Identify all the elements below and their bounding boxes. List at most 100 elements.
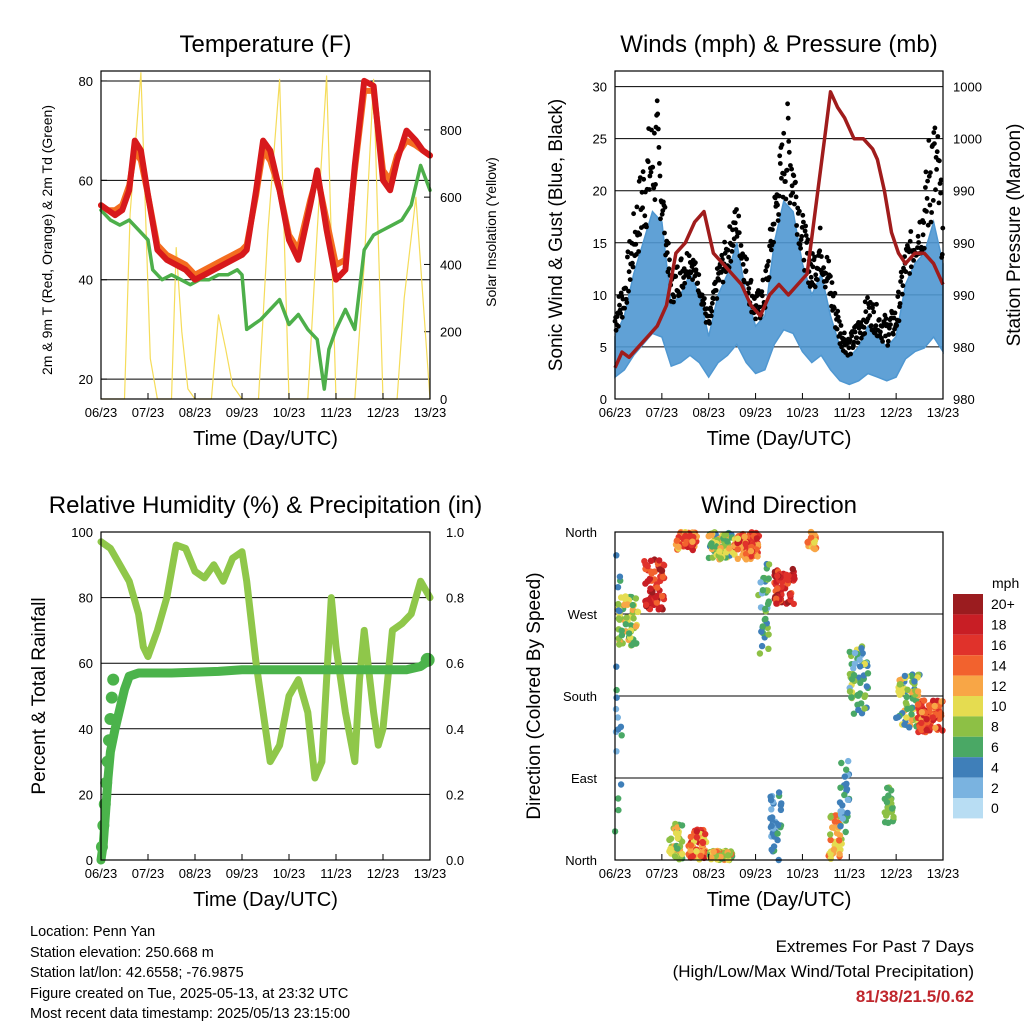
direction-point <box>708 540 715 547</box>
direction-legend-swatch <box>953 696 983 717</box>
winds-gust-point <box>748 277 754 283</box>
direction-xtick-label: 11/23 <box>833 866 865 881</box>
humidity-rain-point <box>420 652 435 667</box>
winds-gust-point <box>784 167 790 173</box>
winds-gust-point <box>931 130 937 135</box>
winds-gust-point <box>645 159 651 165</box>
winds-gust-point <box>701 301 707 306</box>
winds-gust-point <box>759 289 765 294</box>
direction-point <box>742 540 749 547</box>
direction-point <box>632 595 640 602</box>
direction-points <box>611 528 946 864</box>
winds-gust-point <box>930 198 936 203</box>
winds-gust-point <box>657 161 662 166</box>
winds-panel: 0 980 5 980 10 990 15 990 20 990 25 1000 30 1000 06/23… <box>546 31 1024 450</box>
direction-point <box>930 697 937 704</box>
winds-gust-point <box>743 268 749 274</box>
direction-point <box>630 615 637 622</box>
direction-point <box>915 701 922 708</box>
direction-point <box>832 812 839 819</box>
direction-point <box>837 784 844 791</box>
direction-point <box>634 608 642 616</box>
temperature-y2tick-label: 400 <box>440 257 462 272</box>
temperature-title: Temperature (F) <box>179 31 351 58</box>
direction-point <box>773 600 780 607</box>
winds-gust-point <box>783 179 788 184</box>
direction-point <box>652 593 659 601</box>
direction-point <box>624 601 631 608</box>
direction-point <box>846 688 854 695</box>
winds-gust-point <box>839 344 844 350</box>
winds-gust-point <box>819 254 824 259</box>
winds-gust-point <box>708 313 714 319</box>
winds-gust-point <box>802 228 808 234</box>
winds-gust-point <box>897 301 903 306</box>
winds-gust-point <box>862 299 868 305</box>
direction-xtick-label: 13/23 <box>927 866 960 881</box>
direction-point <box>647 557 655 564</box>
direction-xtick-label: 09/23 <box>739 866 772 881</box>
direction-point <box>836 850 843 858</box>
direction-point <box>625 630 633 637</box>
winds-gust-point <box>671 299 676 305</box>
humidity-xtick-label: 09/23 <box>226 866 259 881</box>
winds-gust-point <box>765 263 770 268</box>
direction-point <box>929 714 936 721</box>
direction-point <box>859 650 866 657</box>
winds-gust-point <box>729 249 735 254</box>
winds-gust-point <box>667 257 672 263</box>
direction-point <box>890 813 897 821</box>
winds-y2tick-label: 980 <box>953 340 975 355</box>
direction-legend-swatch <box>953 736 983 758</box>
winds-gust-point <box>911 258 916 263</box>
direction-point <box>855 674 863 681</box>
winds-gust-point <box>797 208 802 214</box>
winds-gust-point <box>648 169 654 175</box>
winds-xtick-label: 06/23 <box>599 405 632 420</box>
direction-point <box>883 798 891 806</box>
direction-legend-swatch <box>953 798 983 819</box>
direction-point <box>833 830 841 837</box>
winds-gust-point <box>793 179 798 185</box>
winds-gust-point <box>777 161 783 166</box>
winds-frame <box>614 70 944 400</box>
direction-point <box>758 628 765 635</box>
direction-point <box>616 641 623 648</box>
winds-gust-point <box>894 323 900 328</box>
winds-gust-point <box>805 237 811 243</box>
direction-point <box>774 830 781 837</box>
direction-point <box>655 606 662 613</box>
humidity-series-rh <box>97 538 434 782</box>
direction-point <box>811 539 818 546</box>
winds-gust-point <box>787 200 793 206</box>
direction-point <box>612 705 620 713</box>
direction-point <box>716 548 723 555</box>
direction-legend-swatch <box>953 655 983 676</box>
direction-point <box>931 702 938 710</box>
winds-gust-point <box>768 247 774 253</box>
winds-gust-point <box>900 283 906 289</box>
direction-point <box>807 534 815 541</box>
winds-gust-point <box>640 169 646 175</box>
winds-gust-point <box>777 153 783 159</box>
direction-point <box>783 571 790 578</box>
direction-point <box>615 726 622 733</box>
direction-point <box>667 835 675 842</box>
winds-gust-point <box>790 190 796 196</box>
winds-gust-point <box>775 202 780 208</box>
direction-point <box>734 546 741 553</box>
winds-gust-point <box>625 254 630 260</box>
direction-ytick-label: North <box>565 853 597 868</box>
winds-gust-point <box>869 323 874 329</box>
direction-point <box>765 561 773 568</box>
winds-gust-point <box>631 211 636 217</box>
direction-point <box>843 766 850 773</box>
winds-gust-point <box>873 323 879 329</box>
winds-gust-point <box>926 138 932 143</box>
direction-point <box>617 594 625 601</box>
winds-gust-point <box>626 288 631 294</box>
winds-xtick-label: 08/23 <box>692 405 725 420</box>
winds-gust-point <box>923 185 928 190</box>
winds-gust-point <box>738 243 744 248</box>
